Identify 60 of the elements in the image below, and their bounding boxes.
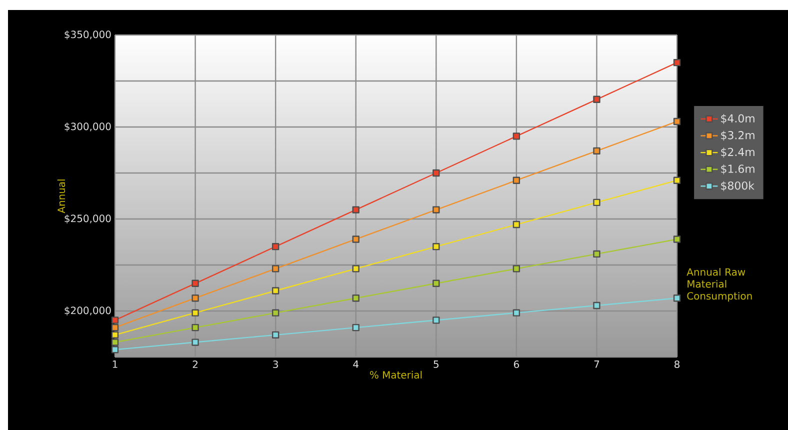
legend-label: $800k [721, 181, 754, 192]
point [272, 309, 280, 316]
point [593, 96, 600, 103]
point [352, 265, 360, 272]
point [352, 324, 360, 332]
point [192, 338, 199, 346]
point [432, 243, 440, 250]
point [593, 250, 600, 258]
point [673, 236, 681, 243]
point [192, 324, 199, 332]
point [432, 169, 440, 177]
point [593, 302, 600, 310]
y-tick-label: $200,000 [64, 306, 111, 316]
point [512, 220, 520, 228]
point [512, 132, 520, 140]
y-tick-label: $250,000 [64, 214, 111, 224]
x-tick-label: 3 [273, 360, 278, 368]
point [352, 206, 360, 214]
point [352, 236, 360, 243]
x-tick-label: 6 [514, 360, 519, 368]
point [593, 147, 600, 154]
y-tick-label: $350,000 [64, 30, 111, 40]
point [673, 294, 681, 302]
point [111, 331, 119, 339]
legend-label: $2.4m [721, 148, 754, 158]
point [673, 176, 681, 184]
point [593, 198, 600, 206]
point [673, 118, 681, 126]
point [192, 294, 199, 302]
point [111, 316, 119, 324]
x-tick-label: 5 [434, 360, 438, 368]
legend-label: $1.6m [721, 164, 754, 174]
legend-label: $4.0m [721, 114, 754, 124]
point [272, 243, 280, 250]
point [512, 265, 520, 272]
x-tick-label: 1 [112, 360, 118, 368]
x-tick-label: 2 [192, 360, 198, 368]
point [111, 346, 119, 354]
y-tick-label: $300,000 [64, 122, 111, 132]
x-axis-title: % Material [370, 370, 422, 379]
point [352, 294, 360, 302]
point [111, 324, 119, 332]
x-tick-label: 8 [674, 360, 680, 368]
point [272, 287, 280, 294]
point [512, 176, 520, 184]
point [192, 309, 199, 316]
point [272, 331, 280, 339]
point [673, 59, 681, 66]
point [111, 338, 119, 346]
point [192, 280, 199, 287]
point [432, 316, 440, 324]
point [432, 206, 440, 214]
y-axis-title: Annual [57, 180, 66, 214]
x-tick-label: 4 [353, 360, 358, 368]
x-tick-label: 7 [594, 360, 600, 368]
point [512, 309, 520, 316]
point [272, 265, 280, 272]
point [432, 280, 440, 287]
text: Annual Raw Material Consumption [686, 268, 752, 302]
legend-label: $3.2m [721, 130, 754, 141]
